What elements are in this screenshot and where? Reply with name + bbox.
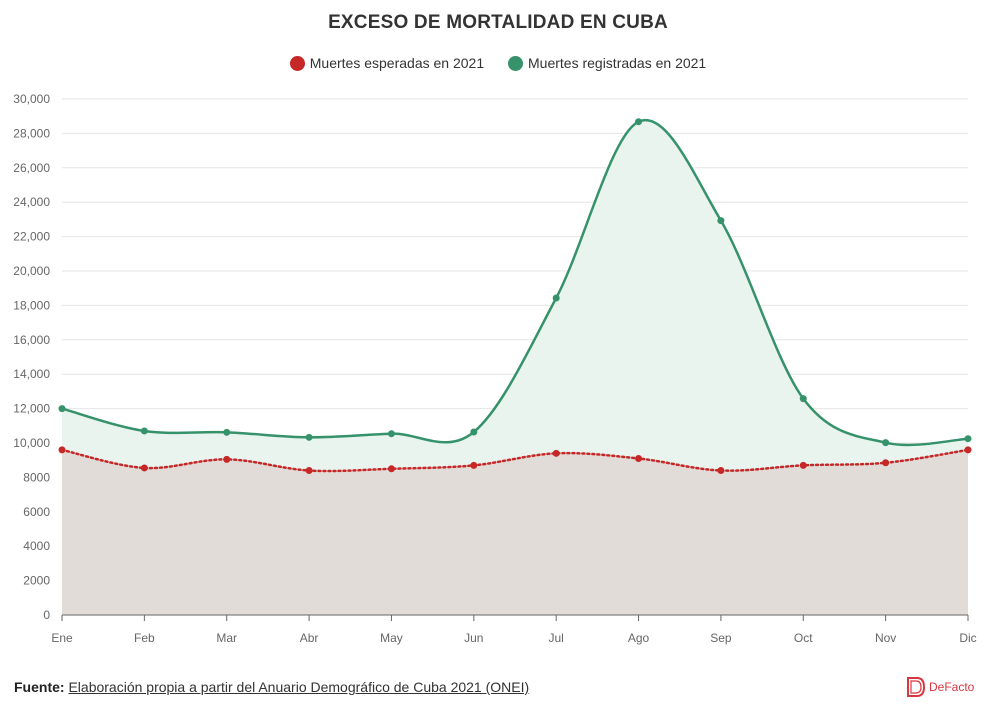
- legend-item-registered[interactable]: Muertes registradas en 2021: [508, 55, 706, 71]
- point-expected[interactable]: [58, 446, 66, 454]
- x-tick-label: May: [380, 631, 403, 645]
- defacto-logo[interactable]: DeFacto: [905, 674, 987, 700]
- line-expected: [60, 448, 970, 473]
- y-tick-label: 16,000: [13, 333, 50, 347]
- x-tick-label: Abr: [300, 631, 319, 645]
- point-expected[interactable]: [882, 459, 890, 467]
- legend-marker-expected: [289, 55, 305, 71]
- source-link[interactable]: Elaboración propia a partir del Anuario …: [68, 679, 530, 695]
- point-expected[interactable]: [552, 449, 560, 457]
- y-tick-label: 10,000: [13, 436, 50, 450]
- legend-marker-registered: [508, 55, 523, 71]
- area-expected: [62, 449, 968, 615]
- y-tick-label: 12,000: [13, 402, 50, 416]
- point-expected[interactable]: [223, 455, 231, 463]
- point-expected[interactable]: [964, 446, 972, 454]
- x-tick-label: Oct: [794, 631, 813, 645]
- point-registered[interactable]: [717, 217, 725, 225]
- x-tick-label: Ene: [51, 631, 73, 645]
- legend-item-expected[interactable]: Muertes esperadas en 2021: [289, 55, 485, 71]
- point-expected[interactable]: [140, 464, 148, 472]
- x-tick-label: Ago: [628, 631, 650, 645]
- y-tick-label: 28,000: [13, 126, 50, 140]
- y-tick-label: 24,000: [13, 195, 50, 209]
- point-registered[interactable]: [470, 428, 478, 436]
- legend-label-registered: Muertes registradas en 2021: [528, 55, 707, 71]
- x-tick-label: Dic: [959, 631, 976, 645]
- point-registered[interactable]: [635, 118, 643, 126]
- y-tick-label: 30,000: [13, 92, 50, 106]
- source-label: Fuente:: [14, 679, 65, 695]
- point-registered[interactable]: [552, 294, 560, 302]
- x-tick-label: Jul: [549, 631, 564, 645]
- point-registered[interactable]: [882, 439, 890, 447]
- point-expected[interactable]: [717, 467, 725, 475]
- point-registered[interactable]: [799, 395, 807, 403]
- y-tick-label: 8000: [23, 470, 50, 484]
- y-tick-label: 22,000: [13, 230, 50, 244]
- point-registered[interactable]: [223, 428, 231, 436]
- y-tick-label: 4000: [23, 539, 50, 553]
- source-note: Fuente: Elaboración propia a partir del …: [14, 679, 529, 695]
- y-tick-label: 6000: [23, 505, 50, 519]
- x-tick-label: Nov: [875, 631, 896, 645]
- point-expected[interactable]: [470, 461, 478, 469]
- axes: 0 2000 4000 6000 8000 10,000 12,000 14,000 16,00…: [13, 92, 976, 645]
- point-expected[interactable]: [387, 465, 395, 473]
- x-tick-label: Sep: [710, 631, 732, 645]
- y-tick-label: 20,000: [13, 264, 50, 278]
- series-areas: [62, 120, 968, 616]
- point-expected[interactable]: [305, 467, 313, 475]
- series-points: [58, 118, 972, 475]
- y-tick-label: 14,000: [13, 367, 50, 381]
- point-registered[interactable]: [305, 433, 313, 441]
- y-tick-label: 2000: [23, 574, 50, 588]
- chart-legend: Muertes esperadas en 2021 Muertes regist…: [0, 55, 996, 74]
- x-tick-label: Feb: [134, 631, 155, 645]
- defacto-logo-icon: [907, 677, 926, 697]
- y-tick-label: 18,000: [13, 298, 50, 312]
- x-tick-label: Mar: [216, 631, 237, 645]
- defacto-logo-text: DeFacto: [929, 680, 975, 694]
- point-expected[interactable]: [635, 454, 643, 462]
- point-registered[interactable]: [58, 405, 66, 413]
- point-registered[interactable]: [387, 430, 395, 438]
- y-tick-label: 26,000: [13, 161, 50, 175]
- point-expected[interactable]: [799, 461, 807, 469]
- x-tick-label: Jun: [464, 631, 483, 645]
- point-registered[interactable]: [964, 435, 972, 443]
- point-registered[interactable]: [140, 427, 148, 435]
- legend-label-expected: Muertes esperadas en 2021: [309, 55, 485, 71]
- chart-title: EXCESO DE MORTALIDAD EN CUBA: [328, 12, 668, 33]
- y-tick-label: 0: [43, 608, 50, 622]
